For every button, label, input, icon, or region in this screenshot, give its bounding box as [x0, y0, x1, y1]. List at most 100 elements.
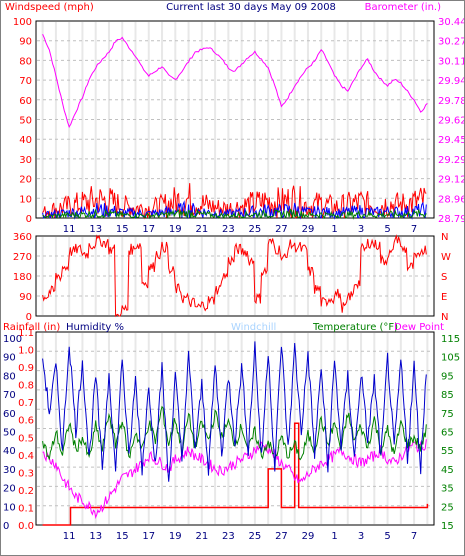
- rain-tick-label: 1.1: [18, 328, 34, 339]
- barometer-label: Barometer (in.): [365, 2, 441, 13]
- x-tick-label: 21: [195, 531, 208, 542]
- rain-tick-label: 0.5: [18, 433, 34, 444]
- temp-tick-label: 115: [441, 334, 460, 345]
- y2-tick-label: 29.45: [438, 135, 464, 146]
- temp-tick-label: 45: [441, 465, 454, 476]
- y-tick-label: 10: [19, 194, 32, 205]
- rain-tick-label: 0.3: [18, 468, 34, 479]
- humidity-tick-label: 80: [3, 371, 16, 382]
- x-tick-label: 5: [384, 224, 390, 235]
- humidity-tick-label: 70: [3, 390, 16, 401]
- x-tick-label: 7: [411, 531, 417, 542]
- compass-label: E: [441, 292, 447, 303]
- y-tick-label: 0: [26, 312, 32, 323]
- x-tick-label: 3: [358, 531, 364, 542]
- x-tick-label: 1: [331, 531, 337, 542]
- y-tick-label: 180: [13, 272, 32, 283]
- x-tick-label: 11: [63, 224, 76, 235]
- humidity-tick-label: 0: [3, 521, 9, 532]
- y-tick-label: 80: [19, 56, 32, 67]
- y2-tick-label: 29.29: [438, 155, 464, 166]
- humidity-line: [42, 341, 427, 482]
- y2-tick-label: 30.11: [438, 56, 464, 67]
- y2-tick-label: 29.94: [438, 76, 464, 87]
- x-tick-label: 5: [384, 531, 390, 542]
- x-tick-label: 13: [89, 224, 102, 235]
- humidity-tick-label: 30: [3, 465, 16, 476]
- rainfall-line: [42, 422, 429, 526]
- windchill-label: Windchill: [231, 322, 276, 333]
- y-tick-label: 20: [19, 175, 32, 186]
- temp-tick-label: 85: [441, 390, 454, 401]
- x-tick-label: 27: [275, 531, 288, 542]
- y2-tick-label: 29.62: [438, 116, 464, 127]
- title: Current last 30 days May 09 2008: [166, 2, 336, 13]
- x-tick-label: 29: [302, 531, 315, 542]
- x-tick-label: 15: [116, 224, 129, 235]
- y2-tick-label: 30.44: [438, 17, 464, 28]
- windspeed-label: Windspeed (mph): [5, 2, 94, 13]
- rainfall-label: Rainfall (in): [3, 322, 60, 333]
- x-tick-label: 25: [249, 531, 262, 542]
- y-tick-label: 40: [19, 135, 32, 146]
- x-tick-label: 23: [222, 531, 235, 542]
- temp-tick-label: 25: [441, 502, 454, 513]
- x-tick-label: 25: [249, 224, 262, 235]
- y-tick-label: 30: [19, 155, 32, 166]
- y-tick-label: 50: [19, 116, 32, 127]
- dewpoint-line: [42, 439, 427, 520]
- humidity-tick-label: 100: [3, 334, 22, 345]
- y-tick-label: 90: [19, 37, 32, 48]
- x-tick-label: 11: [63, 531, 76, 542]
- temp-tick-label: 105: [441, 353, 460, 364]
- x-tick-label: 29: [302, 224, 315, 235]
- x-tick-label: 21: [195, 224, 208, 235]
- x-tick-label: 7: [411, 224, 417, 235]
- x-tick-label: 1: [331, 224, 337, 235]
- rain-tick-label: 0.9: [18, 363, 34, 374]
- humidity-tick-label: 10: [3, 502, 16, 513]
- temp-tick-label: 55: [441, 446, 454, 457]
- x-tick-label: 23: [222, 224, 235, 235]
- y2-tick-label: 29.12: [438, 175, 464, 186]
- rain-tick-label: 0.2: [18, 486, 34, 497]
- rain-tick-label: 0.0: [18, 521, 34, 532]
- humidity-tick-label: 60: [3, 409, 16, 420]
- x-tick-label: 3: [358, 224, 364, 235]
- temp-tick-label: 35: [441, 484, 454, 495]
- rain-tick-label: 1.0: [18, 346, 34, 357]
- y-tick-label: 0: [26, 214, 32, 225]
- y-tick-label: 90: [19, 292, 32, 303]
- x-tick-label: 17: [142, 531, 155, 542]
- humidity-label: Humidity %: [66, 322, 124, 333]
- temp-tick-label: 75: [441, 409, 454, 420]
- temp-tick-label: 15: [441, 521, 454, 532]
- compass-label: W: [441, 252, 451, 263]
- x-tick-label: 15: [116, 531, 129, 542]
- humidity-tick-label: 50: [3, 428, 16, 439]
- humidity-tick-label: 40: [3, 446, 16, 457]
- y-tick-label: 270: [13, 252, 32, 263]
- x-tick-label: 19: [169, 531, 182, 542]
- temp-tick-label: 95: [441, 371, 454, 382]
- compass-label: N: [441, 232, 448, 243]
- x-tick-label: 19: [169, 224, 182, 235]
- wind-direction-line: [42, 234, 427, 318]
- rain-tick-label: 0.1: [18, 503, 34, 514]
- rain-tick-label: 0.6: [18, 416, 34, 427]
- y-tick-label: 360: [13, 232, 32, 243]
- rain-tick-label: 0.4: [18, 451, 34, 462]
- dewpoint-label: Dew Point: [394, 322, 444, 333]
- x-tick-label: 17: [142, 224, 155, 235]
- y2-tick-label: 30.27: [438, 37, 464, 48]
- y2-tick-label: 28.96: [438, 194, 464, 205]
- barometer-line: [42, 33, 428, 128]
- rain-tick-label: 0.8: [18, 381, 34, 392]
- y2-tick-label: 28.79: [438, 214, 464, 225]
- rain-tick-label: 0.7: [18, 398, 34, 409]
- temperature-label: Temperature (°F): [312, 322, 398, 333]
- temp-tick-label: 65: [441, 428, 454, 439]
- y-tick-label: 60: [19, 96, 32, 107]
